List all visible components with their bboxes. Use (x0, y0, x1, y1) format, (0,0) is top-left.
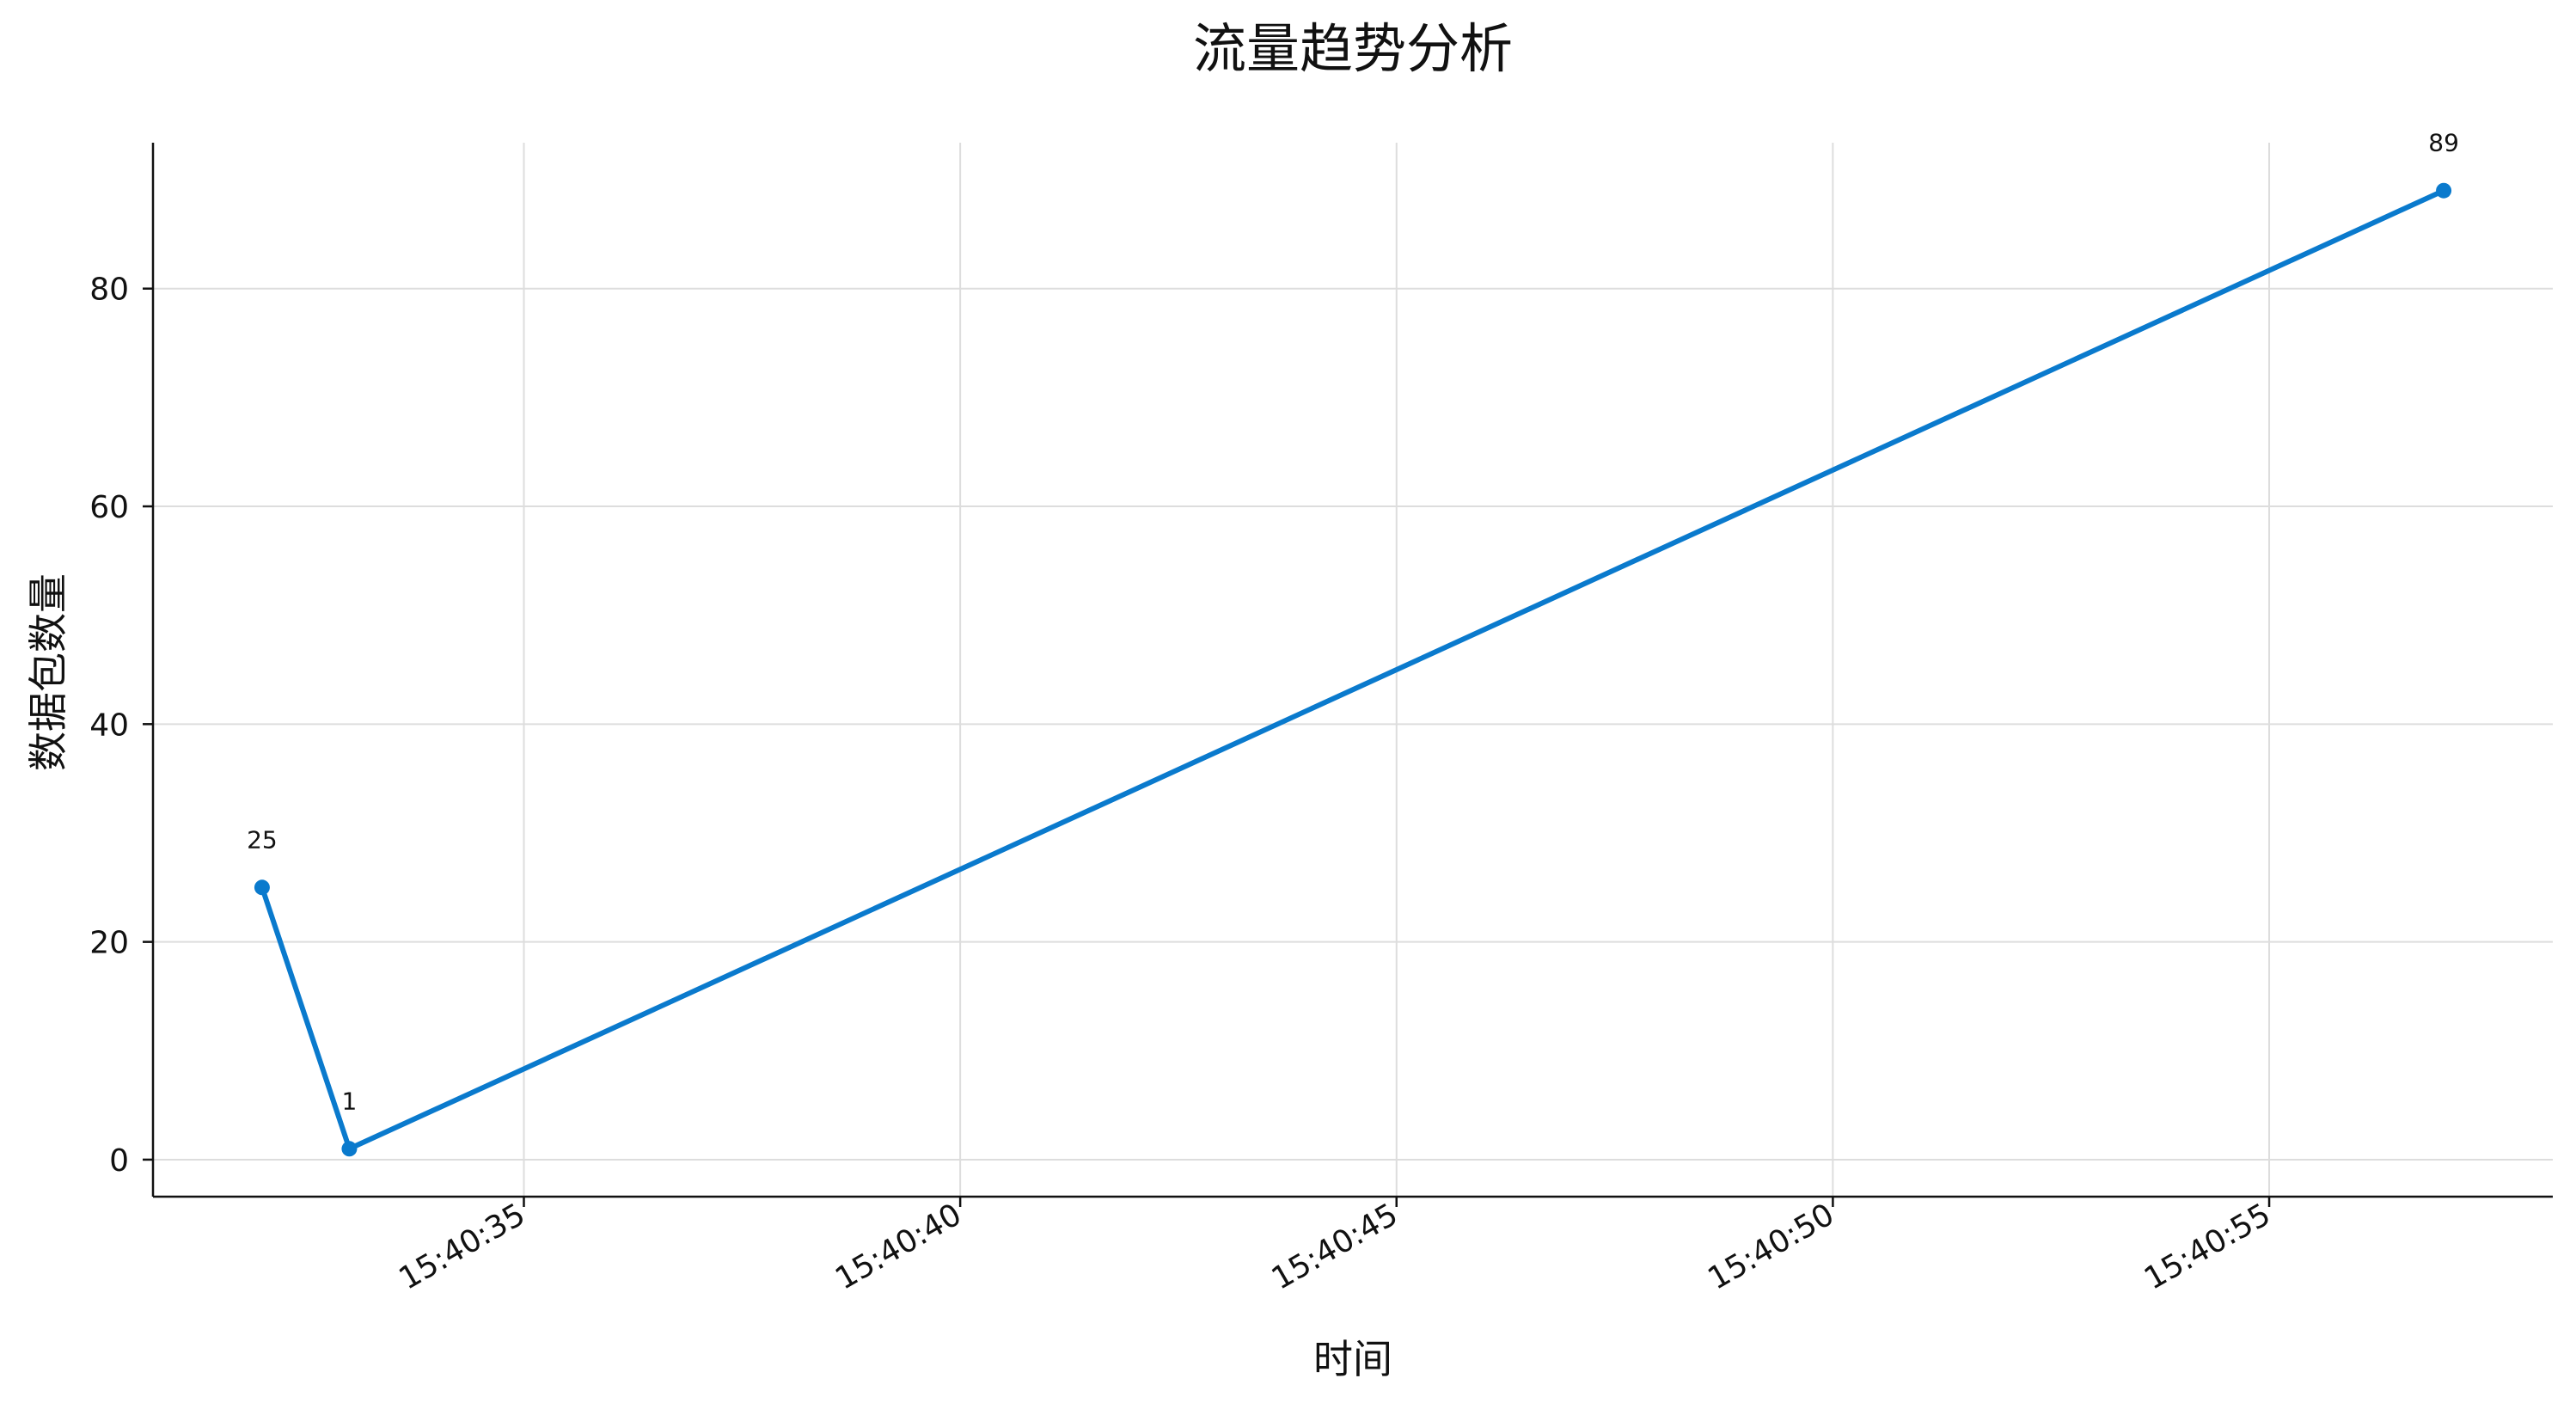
tick-marks: 0 20 40 60 80 15:40:35 15:40:40 15:40:45 15:40:5… (89, 273, 2276, 1297)
data-point-label: 1 (342, 1087, 358, 1115)
y-tick-label: 60 (89, 490, 129, 525)
data-point-marker (254, 879, 270, 896)
data-labels: 25 1 89 (247, 129, 2459, 1116)
x-tick-label: 15:40:50 (1702, 1197, 1840, 1296)
series-line (259, 187, 2447, 1152)
data-point-marker (2436, 182, 2452, 199)
y-tick-label: 0 (109, 1143, 129, 1179)
axes (151, 143, 2553, 1198)
y-axis-label: 数据包数量 (25, 573, 71, 771)
x-tick-label: 15:40:45 (1266, 1197, 1404, 1296)
x-tick-label: 15:40:55 (2139, 1197, 2277, 1296)
y-tick-label: 80 (89, 273, 129, 308)
data-point-label: 25 (247, 825, 278, 854)
data-point-marker (341, 1141, 358, 1157)
y-tick-label: 20 (89, 926, 129, 961)
y-tick-label: 40 (89, 708, 129, 743)
x-tick-label: 15:40:40 (829, 1197, 968, 1296)
x-axis-label: 时间 (1313, 1336, 1392, 1382)
data-series (254, 182, 2452, 1157)
x-tick-label: 15:40:35 (393, 1197, 531, 1296)
data-point-label: 89 (2428, 129, 2459, 157)
chart-title: 流量趋势分析 (1193, 17, 1513, 80)
grid-lines (153, 143, 2553, 1197)
